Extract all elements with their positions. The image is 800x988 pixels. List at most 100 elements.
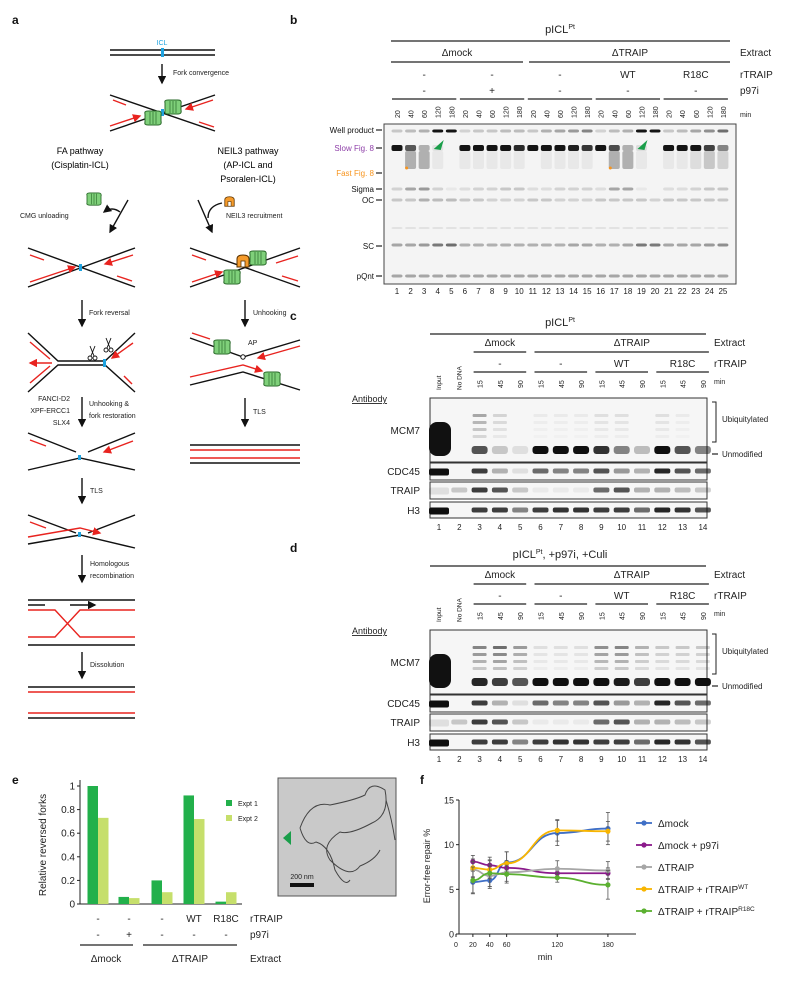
time-label: 45 [498, 612, 505, 620]
gel-band [635, 243, 647, 247]
neil3-icon [224, 196, 235, 207]
time-label: 90 [518, 612, 525, 620]
blot-band [471, 700, 488, 706]
time-label: 60 [422, 110, 429, 118]
blot-title: pICLPt [545, 317, 575, 329]
y-tick-label: 10 [444, 840, 454, 850]
lane-number: 13 [678, 755, 687, 764]
gel-band [527, 145, 539, 151]
legend-name: Δmock [658, 819, 690, 830]
mcm7-ubiquitylated-band [675, 414, 690, 417]
row-label-rtraip: rTRAIP [714, 591, 747, 602]
time-label: 40 [409, 110, 416, 118]
lane-number: 3 [477, 755, 482, 764]
gel-band [540, 129, 552, 133]
gel-band [717, 274, 729, 278]
data-point-4-5 [605, 828, 611, 834]
step-hr-2: recombination [90, 573, 134, 580]
mcm7-ubiquitylated-band [533, 414, 548, 417]
gel-band [622, 129, 634, 133]
gel-band [472, 198, 484, 202]
bar-2-5 [226, 892, 237, 904]
mcm7-ubiquitylated-band [574, 667, 589, 670]
gel-band [459, 274, 471, 278]
mcm7-ubiquitylated-band [533, 653, 548, 656]
gel-band [405, 187, 417, 191]
lane-number: 6 [538, 523, 543, 532]
blot-band [674, 487, 691, 493]
gel-band [445, 227, 457, 229]
gel-band [432, 198, 444, 202]
gel-band [717, 151, 729, 169]
gel-band [635, 198, 647, 202]
blot-band [694, 719, 711, 725]
step-tls-neil3: TLS [253, 409, 266, 416]
blot-band [634, 468, 650, 474]
mcm7-unmodified-band [491, 678, 508, 686]
time-label: 20 [667, 110, 674, 118]
blot-traip [429, 481, 708, 500]
mcm7-unmodified-band [573, 446, 590, 454]
mcm7-ubiquitylated-band [492, 428, 507, 431]
legend-label: Expt 2 [238, 816, 258, 823]
mcm7-ubiquitylated-band [574, 421, 589, 424]
gel-band [622, 151, 634, 169]
lane-number: 18 [623, 287, 632, 296]
time-label: 40 [612, 110, 619, 118]
neil3-pathway-title: NEIL3 pathway [217, 146, 279, 156]
ap-site-label: AP [248, 340, 258, 347]
mcm7-ubiquitylated-band [676, 428, 690, 431]
data-point-4-3 [504, 860, 510, 867]
row-label-rtraip: rTRAIP [740, 70, 773, 81]
mcm7-ubiquitylated-band [513, 660, 528, 663]
mcm7-ubiquitylated-band [533, 421, 548, 424]
x-tick-label: 180 [602, 942, 614, 949]
lane-head-input: Input [436, 375, 443, 390]
ubiquitylated-label: Ubiquitylated [722, 415, 768, 424]
gel-band [676, 198, 688, 202]
blot-band [573, 719, 590, 725]
legend-name: Δmock + p97i [658, 841, 719, 852]
legend-name: ΔTRAIP + rTRAIP [658, 907, 738, 918]
scale-bar [290, 883, 314, 887]
lane-number: 9 [599, 523, 604, 532]
blot-band [613, 719, 630, 725]
legend-superscript: R18C [738, 906, 755, 913]
data-point-4-4 [554, 827, 560, 833]
fa-pathway-title: FA pathway [57, 146, 104, 156]
lane-number: 13 [678, 523, 687, 532]
gel-band [717, 198, 729, 202]
blot-band [593, 468, 610, 474]
lane-number: 4 [436, 287, 441, 296]
x-tick-label: 40 [486, 942, 494, 949]
lane-number: 17 [610, 287, 619, 296]
time-label: 15 [599, 612, 606, 620]
mcm7-ubiquitylated-band [553, 646, 568, 649]
time-label: 15 [478, 612, 485, 620]
extract-group-label: ΔTRAIP [614, 338, 650, 349]
lane-number: 11 [638, 755, 647, 764]
gel-band [690, 198, 702, 202]
mcm7-ubiquitylated-band [492, 421, 507, 424]
antibody-label: TRAIP [391, 486, 421, 497]
mcm7-ubiquitylated-band [472, 646, 487, 649]
mcm7-ubiquitylated-band [655, 414, 670, 417]
mcm7-ubiquitylated-band [574, 428, 588, 431]
cmg-icon [213, 339, 231, 355]
gel-band [418, 227, 430, 229]
icl-duplex [110, 48, 215, 57]
blot-band [429, 700, 449, 708]
gel-band [445, 129, 457, 133]
mcm7-unmodified-band [532, 446, 549, 454]
gel-band [527, 187, 539, 191]
fast-fig8-dot [608, 166, 612, 170]
lane-number: 22 [678, 287, 687, 296]
mcm7-ubiquitylated-band [533, 667, 548, 670]
blot-band [634, 719, 650, 725]
blot-band [471, 739, 488, 745]
mcm7-ubiquitylated-band [492, 414, 507, 417]
p97i-condition: - [192, 930, 195, 941]
mcm7-ubiquitylated-band [655, 428, 670, 431]
mcm7-unmodified-band [613, 446, 630, 454]
